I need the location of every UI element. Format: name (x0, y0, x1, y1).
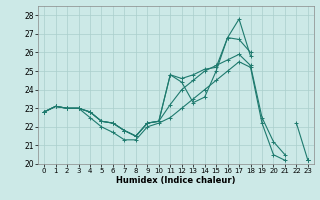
X-axis label: Humidex (Indice chaleur): Humidex (Indice chaleur) (116, 176, 236, 185)
